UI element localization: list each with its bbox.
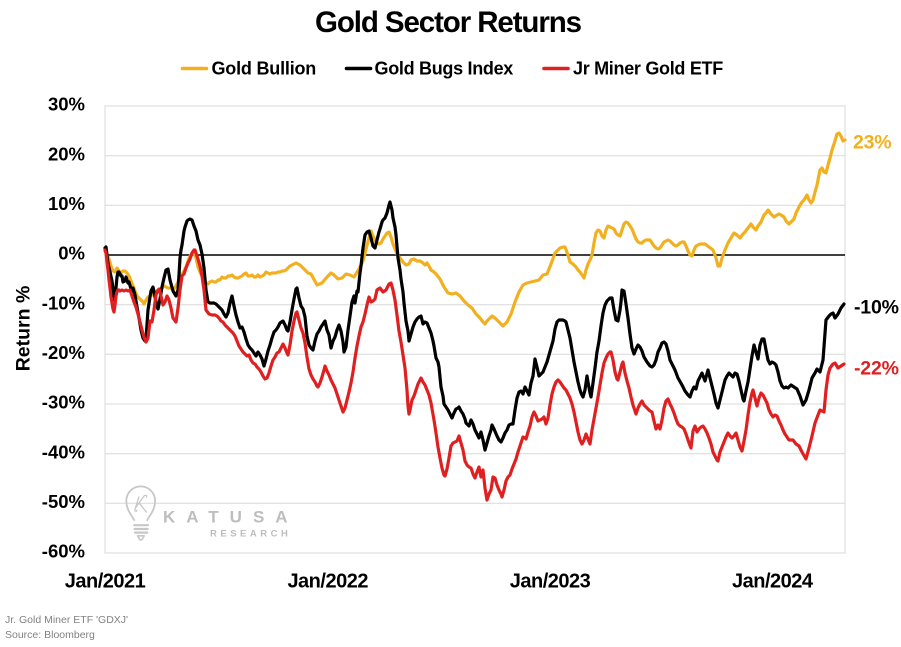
svg-text:Jan/2022: Jan/2022 [287, 571, 368, 593]
svg-text:30%: 30% [48, 94, 85, 115]
svg-text:23%: 23% [853, 132, 891, 154]
svg-text:-10%: -10% [42, 292, 85, 313]
svg-text:Jr. Gold Miner ETF 'GDXJ': Jr. Gold Miner ETF 'GDXJ' [5, 614, 128, 626]
svg-text:Source: Bloomberg: Source: Bloomberg [5, 629, 95, 641]
svg-text:Gold Bugs Index: Gold Bugs Index [375, 59, 514, 79]
svg-text:Gold Bullion: Gold Bullion [212, 59, 317, 79]
svg-text:-10%: -10% [854, 297, 899, 319]
svg-text:Jr Miner Gold ETF: Jr Miner Gold ETF [573, 59, 723, 79]
svg-text:KATUSA: KATUSA [163, 508, 299, 527]
svg-text:Jan/2024: Jan/2024 [732, 571, 814, 593]
svg-text:10%: 10% [48, 193, 85, 214]
svg-text:-22%: -22% [854, 358, 899, 380]
svg-text:-20%: -20% [42, 342, 85, 363]
svg-text:20%: 20% [48, 143, 85, 164]
svg-text:-60%: -60% [42, 541, 85, 562]
svg-text:-30%: -30% [42, 392, 85, 413]
svg-text:-50%: -50% [42, 491, 85, 512]
svg-text:-40%: -40% [42, 441, 85, 462]
svg-text:Jan/2023: Jan/2023 [510, 571, 591, 593]
svg-text:Jan/2021: Jan/2021 [65, 571, 146, 593]
svg-text:Gold Sector Returns: Gold Sector Returns [315, 6, 582, 39]
svg-text:Return %: Return % [13, 286, 35, 372]
svg-text:RESEARCH: RESEARCH [210, 529, 291, 540]
svg-text:0%: 0% [58, 243, 85, 264]
